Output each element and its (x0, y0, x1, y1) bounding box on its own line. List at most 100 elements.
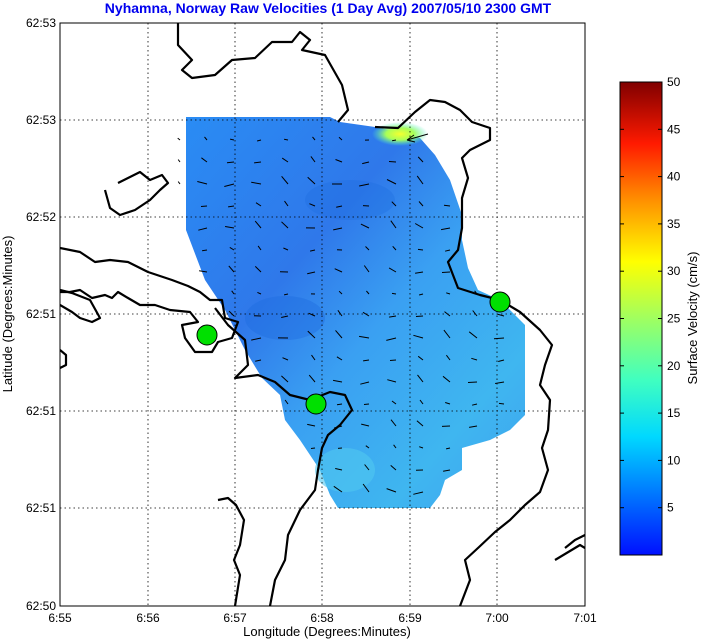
y-tick-label: 62:50 (26, 599, 56, 613)
velocity-vector (391, 201, 397, 207)
y-axis: 62:53 62:53 62:52 62:51 62:51 62:51 62:5… (0, 16, 56, 613)
velocity-vector (281, 221, 289, 229)
velocity-vector (281, 157, 289, 163)
velocity-vector (441, 271, 451, 273)
velocity-vector (471, 403, 478, 406)
velocity-vector (307, 423, 316, 427)
colorbar-tick-label: 15 (667, 406, 681, 420)
colorbar-tick-label: 50 (667, 75, 681, 89)
velocity-vector (254, 220, 262, 229)
velocity-vector (416, 175, 424, 185)
velocity-vector (255, 202, 262, 207)
velocity-vector (417, 355, 424, 361)
velocity-vector (366, 290, 370, 295)
velocity-vector (255, 359, 262, 362)
velocity-vector (204, 136, 208, 141)
velocity-vector (284, 399, 289, 405)
velocity-vector (283, 293, 289, 296)
velocity-vector (310, 156, 316, 163)
y-tick-label: 62:52 (26, 210, 56, 224)
velocity-vector (228, 205, 235, 208)
velocity-vector (365, 246, 370, 251)
velocity-vector (282, 357, 289, 361)
velocity-vector (445, 354, 451, 361)
velocity-vector (336, 403, 343, 406)
velocity-high-zone (315, 448, 375, 492)
velocity-vector (307, 330, 316, 339)
velocity-vector (471, 357, 478, 361)
velocity-vector (391, 292, 397, 295)
colorbar-tick-label: 25 (667, 312, 681, 326)
velocity-vector (334, 268, 343, 273)
velocity-min-zone (245, 296, 325, 340)
velocity-vector (387, 379, 397, 383)
station-marker (305, 393, 327, 415)
x-axis: 6:55 6:56 6:57 6:58 6:59 7:00 7:01 Longi… (48, 611, 597, 639)
velocity-vector (361, 423, 370, 427)
colorbar-tick-label: 35 (667, 217, 681, 231)
velocity-vector (337, 310, 343, 317)
velocity-vector (392, 245, 397, 251)
velocity-vector (308, 312, 316, 317)
velocity-vector (390, 465, 397, 471)
velocity-vector (338, 290, 343, 295)
velocity-vector (228, 310, 235, 317)
velocity-vectors (177, 133, 505, 495)
velocity-vector (365, 445, 370, 449)
velocity-vector (388, 267, 397, 273)
colorbar-tick-label: 30 (667, 264, 681, 278)
velocity-vector (472, 310, 478, 317)
velocity-vector (443, 329, 451, 339)
velocity-vector (336, 205, 343, 208)
velocity-vector (414, 223, 424, 229)
velocity-vector (200, 205, 208, 207)
velocity-vector (419, 399, 424, 405)
velocity-vector (418, 201, 424, 207)
x-tick-label: 6:59 (398, 611, 422, 625)
colorbar-tick-label: 20 (667, 359, 681, 373)
velocity-vector (333, 485, 343, 493)
velocity-vector (229, 138, 235, 141)
velocity-vector (493, 337, 505, 340)
velocity-vector (251, 181, 262, 185)
velocity-vector (445, 402, 451, 405)
velocity-vector (338, 136, 343, 141)
velocity-vector (281, 315, 289, 318)
velocity-vector (417, 156, 424, 163)
colorbar: 5 10 15 20 25 30 35 40 45 50 Surface Velocity (cm… (619, 75, 700, 556)
x-tick-label: 6:56 (136, 611, 160, 625)
colorbar-tick-label: 5 (667, 501, 674, 515)
velocity-vector (360, 223, 370, 229)
velocity-vector (443, 204, 451, 207)
velocity-vector (417, 248, 424, 251)
velocity-vector (388, 161, 397, 163)
velocity-vector (201, 157, 208, 163)
velocity-vector (257, 245, 262, 251)
velocity-vector (390, 419, 397, 427)
velocity-vector (446, 292, 451, 295)
x-tick-label: 6:57 (223, 611, 247, 625)
colorbar-tick-label: 10 (667, 453, 681, 467)
velocity-vector (336, 356, 343, 361)
velocity-vector (333, 379, 343, 383)
velocity-vector (444, 249, 451, 252)
velocity-vector (444, 311, 451, 317)
velocity-vector (442, 375, 451, 383)
velocity-vector (418, 293, 424, 296)
x-tick-label: 7:01 (573, 611, 597, 625)
station-marker (196, 324, 218, 346)
velocity-vector (202, 249, 208, 252)
x-tick-label: 7:00 (485, 611, 509, 625)
station-marker (489, 291, 511, 313)
x-axis-label: Longitude (Degrees:Minutes) (243, 624, 411, 639)
velocity-vector (199, 270, 208, 273)
velocity-vector (177, 159, 181, 163)
velocity-vector (495, 381, 505, 384)
velocity-vector (197, 181, 208, 185)
velocity-min-zone (305, 180, 395, 220)
colorbar-label: Surface Velocity (cm/s) (685, 252, 700, 385)
velocity-vector (416, 420, 424, 427)
velocity-vector-max (406, 133, 429, 143)
velocity-vector (389, 315, 397, 318)
velocity-vector (498, 359, 505, 362)
